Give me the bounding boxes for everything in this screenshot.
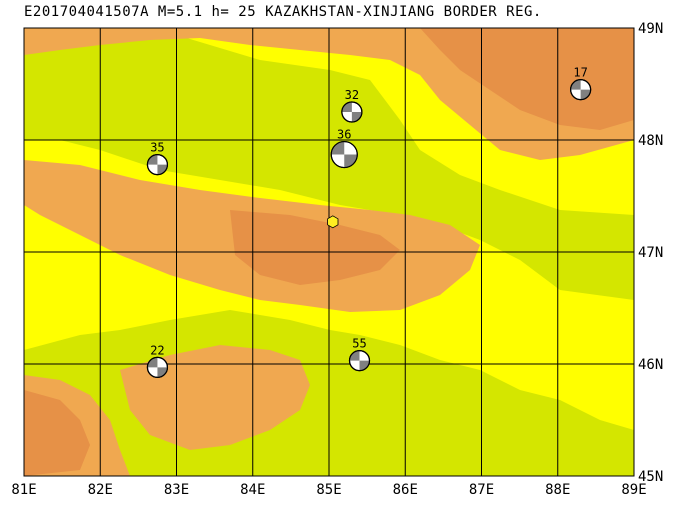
longitude-label: 88E xyxy=(545,482,570,498)
latitude-label: 45N xyxy=(638,469,663,485)
longitude-labels: 81E 82E 83E 84E 85E 86E 87E 88E 89E xyxy=(11,482,646,498)
station-label: 32 xyxy=(345,88,359,102)
latitude-labels: 49N 48N 47N 46N 45N xyxy=(638,21,663,485)
station-beachball: 35 xyxy=(146,141,169,176)
station-label: 35 xyxy=(150,141,164,155)
longitude-label: 85E xyxy=(316,482,341,498)
latitude-label: 47N xyxy=(638,245,663,261)
graticule xyxy=(24,28,634,476)
latitude-label: 49N xyxy=(638,21,663,37)
map-frame xyxy=(23,27,635,477)
station-label: 36 xyxy=(337,128,351,142)
station-beachball: 36 xyxy=(330,128,358,169)
epicenter-marker xyxy=(327,215,339,229)
longitude-label: 83E xyxy=(164,482,189,498)
terrain-high-sw xyxy=(24,390,90,476)
station-markers: 17 32 36 35 22 55 xyxy=(146,66,592,378)
terrain-high-ne xyxy=(420,28,634,130)
longitude-label: 84E xyxy=(240,482,265,498)
station-label: 17 xyxy=(573,66,587,80)
latitude-label: 46N xyxy=(638,357,663,373)
longitude-label: 81E xyxy=(11,482,36,498)
longitude-label: 87E xyxy=(469,482,494,498)
station-beachball: 17 xyxy=(570,66,592,101)
longitude-label: 82E xyxy=(88,482,113,498)
station-label: 55 xyxy=(352,337,366,351)
station-label: 22 xyxy=(150,343,164,357)
terrain-mid-south xyxy=(120,345,310,450)
longitude-label: 86E xyxy=(393,482,418,498)
latitude-label: 48N xyxy=(638,133,663,149)
station-beachball: 55 xyxy=(348,337,371,372)
longitude-label: 89E xyxy=(621,482,646,498)
terrain-high-center xyxy=(230,210,400,285)
station-beachball: 32 xyxy=(341,88,363,123)
station-beachball: 22 xyxy=(146,343,169,378)
map-title: E201704041507A M=5.1 h= 25 KAZAKHSTAN-XI… xyxy=(24,4,542,20)
